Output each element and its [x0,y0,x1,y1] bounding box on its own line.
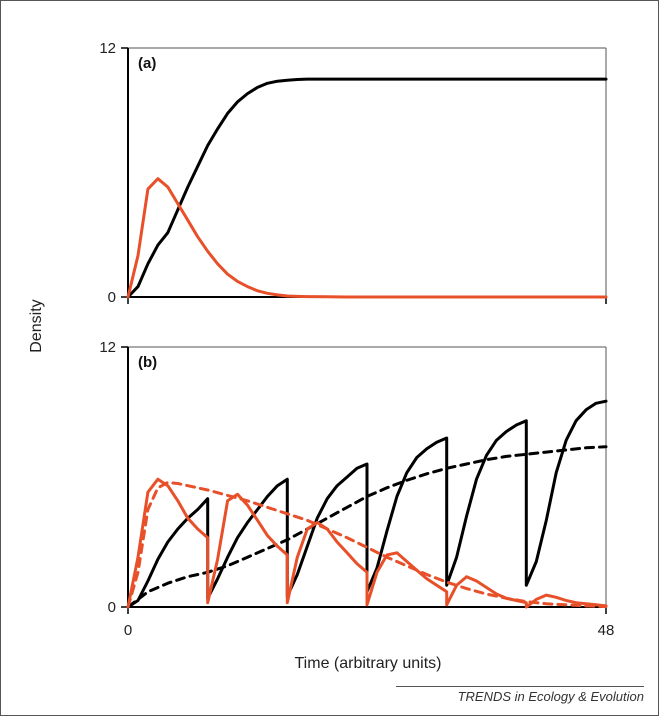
panel-b: 0 12 0 48 (b) [99,339,614,639]
panel-b-ytick-label: 12 [99,339,116,356]
panel-b-xtick-label: 48 [598,622,615,639]
panel-a-ytick-label: 12 [99,40,116,57]
panel-b-series-orange-dashed [126,480,608,609]
panel-a-ytick-label: 0 [108,289,116,306]
panel-b-xtick-label: 0 [124,622,132,639]
panel-a-label: (a) [138,55,156,72]
credit-line: TRENDS in Ecology & Evolution [396,686,644,704]
panel-a-series-black-solid [126,77,608,299]
x-axis-title: Time (arbitrary units) [295,655,442,672]
panel-b-ytick-label: 0 [108,599,116,616]
panel-b-label: (b) [138,354,157,371]
panel-a: 0 12 (a) [99,40,608,306]
y-axis-title: Density [28,299,45,352]
panel-a-series-orange-solid [126,177,608,299]
panel-b-series-orange-solid [126,477,608,609]
